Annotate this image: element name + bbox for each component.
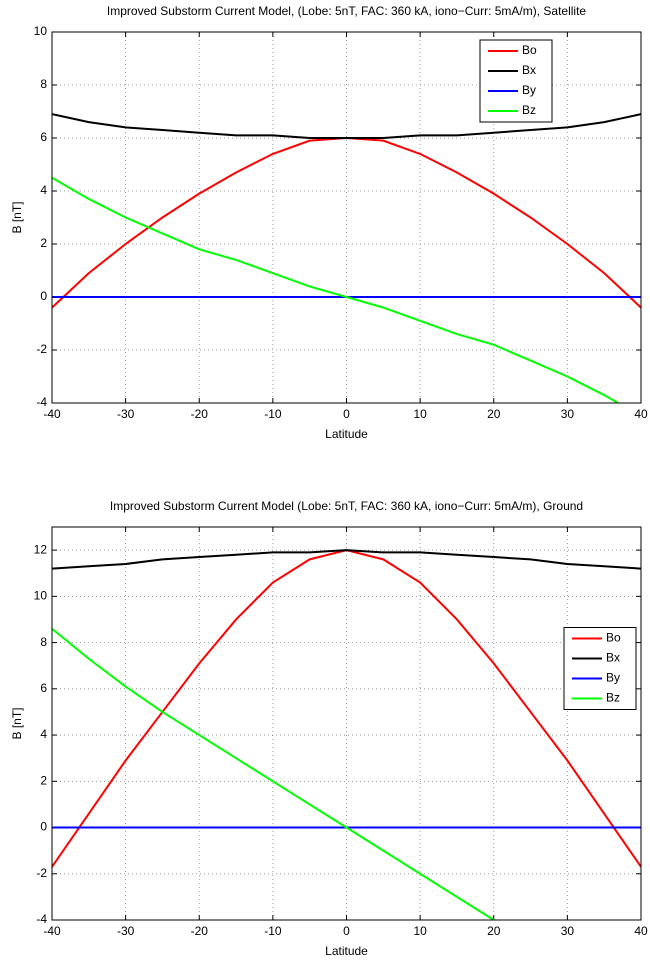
series-line	[52, 176, 620, 403]
chart: Improved Substorm Current Model, (Lobe: …	[10, 4, 648, 441]
x-tick-label: 20	[487, 407, 501, 421]
y-tick-label: 0	[40, 820, 47, 834]
x-tick-label: 10	[413, 924, 427, 938]
y-tick-label: -4	[36, 912, 47, 926]
legend-box	[479, 39, 553, 123]
x-tick-label: 30	[561, 407, 575, 421]
y-tick-label: 4	[40, 727, 47, 741]
x-tick-label: -20	[191, 407, 209, 421]
plot-area	[52, 32, 641, 403]
x-tick-label: 40	[634, 924, 648, 938]
chart-title: Improved Substorm Current Model, (Lobe: …	[107, 4, 587, 18]
legend-label: Bo	[522, 43, 537, 57]
y-tick-label: -4	[36, 395, 47, 409]
x-tick-label: 10	[413, 407, 427, 421]
x-axis-label: Latitude	[325, 427, 368, 441]
x-tick-label: 40	[634, 407, 648, 421]
x-tick-label: -10	[264, 407, 282, 421]
y-tick-label: 2	[40, 236, 47, 250]
y-axis-label: B [nT]	[10, 707, 24, 739]
x-tick-label: -40	[43, 407, 61, 421]
y-axis-label: B [nT]	[10, 201, 24, 233]
y-tick-label: 2	[40, 773, 47, 787]
legend-label: Bx	[522, 63, 536, 77]
series-line	[52, 549, 641, 570]
x-tick-label: -30	[117, 924, 135, 938]
legend-label: By	[522, 83, 536, 97]
x-tick-label: 20	[487, 924, 501, 938]
x-tick-label: -20	[191, 924, 209, 938]
x-tick-label: 0	[343, 407, 350, 421]
y-tick-label: 12	[34, 542, 48, 556]
legend-box	[563, 627, 637, 710]
legend-label: Bz	[522, 103, 536, 117]
y-tick-label: 6	[40, 681, 47, 695]
y-tick-label: -2	[36, 866, 47, 880]
legend-label: Bx	[606, 651, 620, 665]
x-tick-label: -10	[264, 924, 282, 938]
y-tick-label: 10	[34, 589, 48, 603]
legend-label: Bo	[606, 631, 621, 645]
y-tick-label: 6	[40, 130, 47, 144]
axes-box	[51, 526, 642, 921]
x-tick-label: -30	[117, 407, 135, 421]
y-tick-label: 8	[40, 77, 47, 91]
x-tick-label: -40	[43, 924, 61, 938]
y-tick-label: -2	[36, 342, 47, 356]
chart: Improved Substorm Current Model (Lobe: 5…	[10, 499, 648, 958]
axes-box	[51, 31, 642, 404]
series-line	[52, 627, 495, 920]
y-tick-label: 8	[40, 635, 47, 649]
chart-title: Improved Substorm Current Model (Lobe: 5…	[110, 499, 583, 513]
y-tick-label: 4	[40, 183, 47, 197]
series-line	[52, 113, 641, 139]
x-axis-label: Latitude	[325, 944, 368, 958]
legend-label: By	[606, 671, 620, 685]
x-tick-label: 30	[561, 924, 575, 938]
y-tick-label: 0	[40, 289, 47, 303]
y-tick-label: 10	[34, 24, 48, 38]
x-tick-label: 0	[343, 924, 350, 938]
legend-label: Bz	[606, 691, 620, 705]
